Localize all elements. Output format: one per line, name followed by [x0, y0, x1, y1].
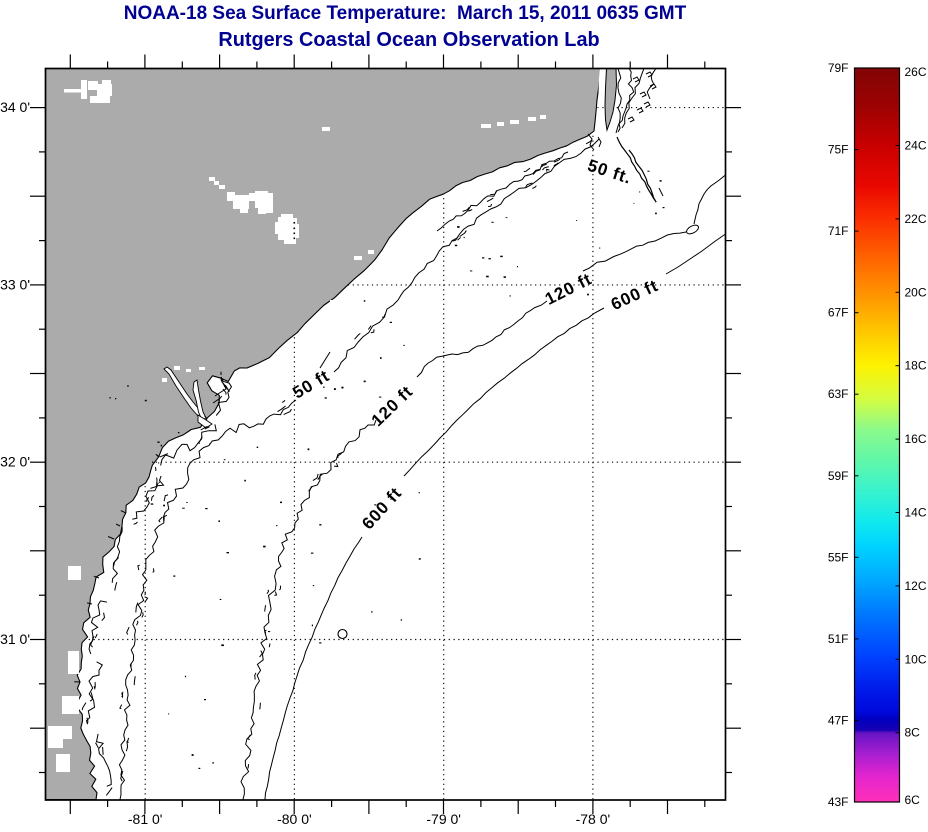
svg-text:12C: 12C — [905, 579, 927, 593]
svg-text:51F: 51F — [828, 632, 849, 646]
svg-text:22C: 22C — [905, 212, 927, 226]
svg-text:6C: 6C — [905, 793, 921, 807]
svg-text:8C: 8C — [905, 726, 921, 740]
svg-text:120 ft: 120 ft — [368, 382, 417, 430]
svg-text:50 ft.: 50 ft. — [585, 156, 634, 188]
svg-text:34 0': 34 0' — [0, 99, 30, 115]
svg-text:67F: 67F — [828, 306, 849, 320]
svg-text:79F: 79F — [828, 61, 849, 75]
svg-text:Rutgers Coastal Ocean Observat: Rutgers Coastal Ocean Observation Lab — [218, 29, 599, 51]
svg-text:18C: 18C — [905, 359, 927, 373]
svg-text:16C: 16C — [905, 432, 927, 446]
svg-text:10C: 10C — [905, 652, 927, 666]
svg-text:59F: 59F — [828, 469, 849, 483]
svg-text:120 ft: 120 ft — [542, 269, 595, 309]
svg-text:-80 0': -80 0' — [277, 811, 312, 827]
svg-text:33 0': 33 0' — [0, 276, 30, 292]
svg-text:-81 0': -81 0' — [128, 811, 163, 827]
svg-text:24C: 24C — [905, 139, 927, 153]
svg-text:600 ft: 600 ft — [608, 276, 661, 314]
svg-text:NOAA-18 Sea Surface Temperatur: NOAA-18 Sea Surface Temperature: March 1… — [124, 3, 687, 24]
svg-text:75F: 75F — [828, 143, 849, 157]
svg-text:50 ft: 50 ft — [289, 366, 333, 403]
svg-text:32 0': 32 0' — [0, 454, 30, 470]
svg-text:71F: 71F — [828, 224, 849, 238]
svg-text:31 0': 31 0' — [0, 631, 30, 647]
svg-text:-79 0': -79 0' — [426, 811, 461, 827]
svg-text:-78 0': -78 0' — [576, 811, 611, 827]
svg-text:20C: 20C — [905, 285, 927, 299]
svg-text:63F: 63F — [828, 387, 849, 401]
svg-text:14C: 14C — [905, 506, 927, 520]
svg-text:43F: 43F — [828, 795, 849, 809]
svg-text:600 ft: 600 ft — [358, 483, 405, 533]
svg-text:55F: 55F — [828, 550, 849, 564]
svg-text:26C: 26C — [905, 65, 927, 79]
svg-text:47F: 47F — [828, 713, 849, 727]
